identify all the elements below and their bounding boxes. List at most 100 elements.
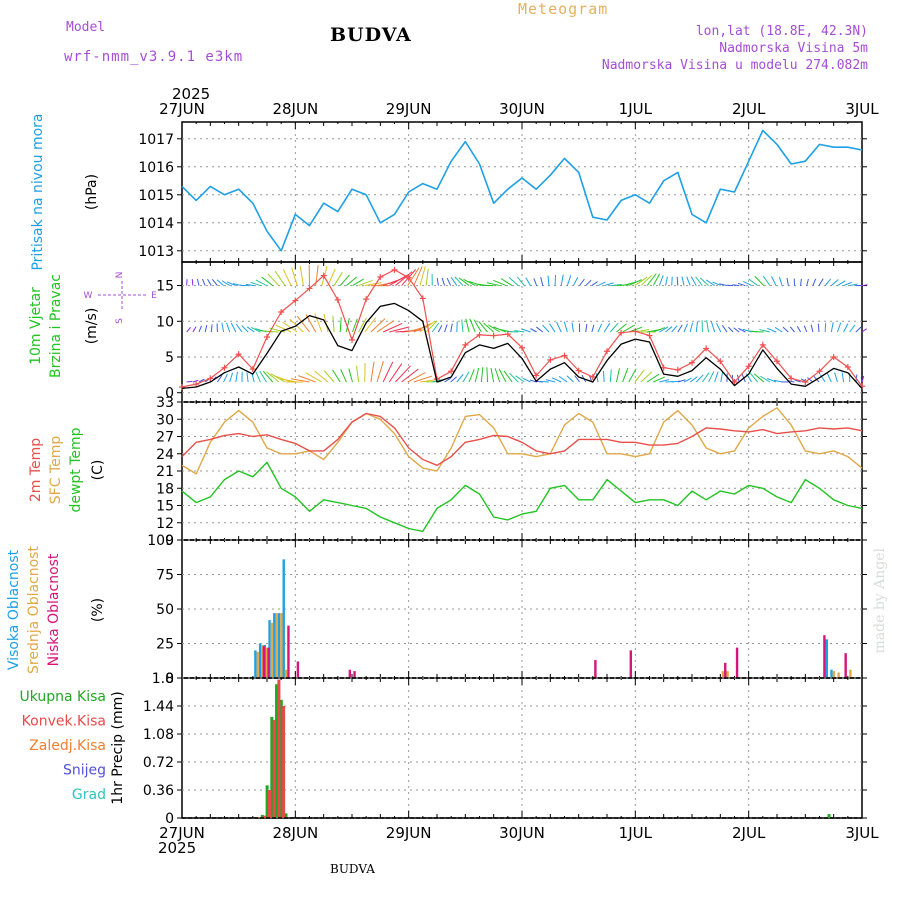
wind-arrow	[450, 276, 458, 286]
wind-arrow	[622, 281, 636, 287]
cloud-mid-bar	[849, 669, 852, 678]
wind-arrow	[480, 367, 484, 383]
wind-arrow	[192, 326, 197, 333]
wind-arrow	[425, 268, 429, 286]
wind-arrow	[677, 324, 683, 333]
wind-arrow	[810, 324, 814, 333]
wind-arrow	[774, 327, 783, 333]
wind-arrow	[352, 278, 364, 287]
wind-arrow	[235, 323, 243, 333]
wind-gust-marker	[476, 331, 483, 338]
wind-arrow	[525, 277, 531, 286]
wind-arrow	[314, 313, 323, 333]
wind-arrow	[198, 378, 205, 383]
wind-arrow	[640, 274, 653, 286]
wind-arrow	[720, 372, 724, 383]
wind-arrow	[716, 322, 722, 333]
wind-arrow	[207, 278, 212, 286]
cloud-low-bar	[724, 662, 727, 678]
wind-arrow	[339, 317, 342, 333]
wind-arrow	[759, 329, 771, 333]
wind-gust-marker	[278, 309, 285, 315]
wind-arrow	[767, 327, 777, 333]
pressure-unit-label: (hPa)	[84, 174, 100, 210]
wind-gust-marker	[490, 332, 497, 339]
wind-arrow	[609, 322, 619, 333]
precip-conv-bar	[263, 815, 267, 818]
top-date-label: 2JUL	[732, 100, 766, 118]
wind-arrow	[708, 371, 715, 383]
cloud-mid-bar	[266, 647, 269, 678]
wind-arrow	[861, 284, 868, 287]
wind-gust-marker	[774, 358, 780, 365]
precip-hail-legend: Grad	[72, 787, 106, 803]
wind-arrow	[812, 278, 817, 286]
wind-arrow	[333, 272, 343, 286]
wind-gust-marker	[292, 297, 299, 304]
y-tick-label: 27	[156, 430, 174, 446]
temp-unit-label: (C)	[90, 460, 106, 481]
wind-arrow	[382, 361, 394, 383]
wind-arrow	[591, 324, 595, 333]
wind-arrow	[305, 372, 323, 383]
wind-arrow	[250, 281, 261, 287]
cloud-unit-label: (%)	[90, 598, 106, 622]
top-date-label: 1JUL	[619, 100, 653, 118]
cloud-low-bar	[348, 669, 352, 678]
wind-gust-marker	[264, 334, 270, 340]
wind-arrow	[196, 278, 200, 286]
bottom-date-label: 2JUL	[732, 824, 766, 842]
wind-gust-marker	[419, 295, 426, 302]
wind-arrow	[266, 371, 280, 383]
wind-arrow	[407, 267, 420, 286]
cloud-low-axis-title: Niska Oblacnost	[46, 553, 62, 666]
wind-arrow	[789, 326, 795, 333]
wind-arrow	[749, 372, 759, 383]
wind-arrow	[480, 284, 494, 287]
wind-gust-marker	[618, 329, 625, 336]
y-tick-label: 1.8	[152, 671, 174, 687]
wind-arrow	[530, 328, 537, 333]
wind-arrow	[382, 323, 403, 333]
y-tick-label: 30	[156, 412, 174, 428]
cloud-high-bar	[273, 613, 276, 678]
wind-arrow	[597, 281, 606, 287]
compass-west: W	[84, 291, 93, 301]
wind-arrow	[358, 317, 367, 333]
y-tick-label: 1014	[138, 216, 174, 232]
top-date-label: 27JUN	[159, 100, 205, 118]
wind-arrow	[676, 276, 679, 286]
wind-arrow	[695, 321, 699, 333]
wind-arrow	[542, 324, 550, 333]
wind-arrow	[585, 279, 592, 286]
model-label: Model	[66, 20, 106, 35]
wind-arrow	[579, 278, 585, 286]
pressure-line	[181, 129, 863, 252]
wind-arrow	[235, 371, 238, 383]
wind-arrow	[275, 324, 292, 333]
wind-arrow	[721, 324, 728, 333]
compass-east: E	[151, 291, 157, 301]
cloud-mid-bar	[832, 671, 836, 678]
wind-arrow	[419, 266, 426, 286]
wind-gust-marker	[830, 354, 837, 360]
wind-arrow	[628, 279, 642, 287]
wind-arrow	[603, 322, 611, 333]
wind-arrow	[358, 279, 373, 287]
y-tick-label: 24	[156, 447, 174, 463]
wind-arrow	[461, 319, 464, 333]
wind-gust-marker	[802, 379, 809, 385]
wind-arrow	[339, 274, 350, 286]
wind-arrow	[861, 375, 865, 383]
cloud-mid-bar	[270, 622, 274, 678]
bottom-date-label: 30JUN	[499, 824, 545, 842]
wind-arrow	[826, 372, 832, 383]
wind-arrow	[653, 376, 665, 383]
wind-arrow	[574, 375, 581, 383]
y-tick-label: 0	[165, 671, 174, 687]
wind-arrow	[522, 328, 531, 333]
wind-arrow	[849, 324, 856, 333]
wind-arrow	[683, 377, 692, 383]
wind-arrow	[298, 375, 316, 383]
